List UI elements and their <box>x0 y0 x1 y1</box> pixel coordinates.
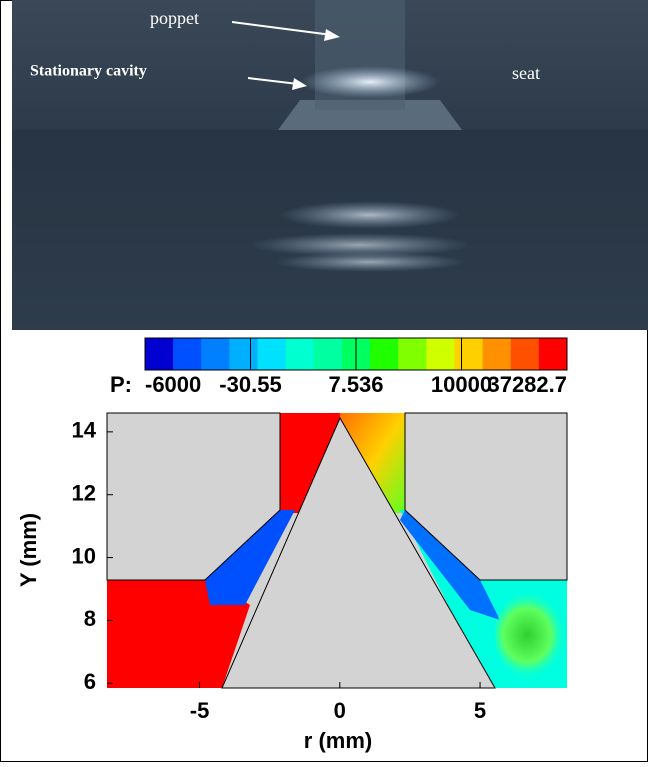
colorbar-swatch <box>454 338 484 370</box>
colorbar-swatch <box>201 338 230 370</box>
colorbar-prefix: P: <box>110 372 132 397</box>
colorbar-swatch <box>510 338 540 370</box>
photo: poppet Stationary cavity seat <box>12 0 648 330</box>
colorbar-swatch <box>313 338 343 370</box>
colorbar-swatch <box>229 338 259 370</box>
x-tick-label: 0 <box>334 698 346 723</box>
colorbar-swatch <box>257 338 287 370</box>
colorbar-swatch <box>426 338 455 370</box>
annotation: seat <box>512 63 540 83</box>
colorbar-swatch <box>370 338 399 370</box>
colorbar-swatch <box>145 338 174 370</box>
colorbar-swatch <box>538 338 568 370</box>
x-tick-label: 5 <box>474 698 486 723</box>
colorbar-tick-label: -30.55 <box>219 372 281 397</box>
colorbar-swatch <box>285 338 315 370</box>
y-tick-label: 12 <box>72 481 96 506</box>
x-tick-label: -5 <box>190 698 210 723</box>
colorbar-tick-label: 10000 <box>431 372 492 397</box>
y-tick-label: 10 <box>72 543 96 568</box>
colorbar-tick-label: -6000 <box>145 372 201 397</box>
contour-plot <box>106 412 575 689</box>
y-axis-label: Y (mm) <box>16 513 41 587</box>
y-tick-label: 6 <box>84 669 96 694</box>
colorbar-tick-label: 37282.7 <box>487 372 567 397</box>
annotation: Stationary cavity <box>30 63 147 80</box>
colorbar-swatch <box>398 338 427 370</box>
colorbar-swatch <box>173 338 202 370</box>
y-tick-label: 14 <box>72 418 97 443</box>
colorbar-tick-label: 7.536 <box>328 372 383 397</box>
x-axis-label: r (mm) <box>304 728 372 753</box>
y-tick-label: 8 <box>84 606 96 631</box>
annotation: poppet <box>150 8 199 28</box>
colorbar-swatch <box>482 338 512 370</box>
